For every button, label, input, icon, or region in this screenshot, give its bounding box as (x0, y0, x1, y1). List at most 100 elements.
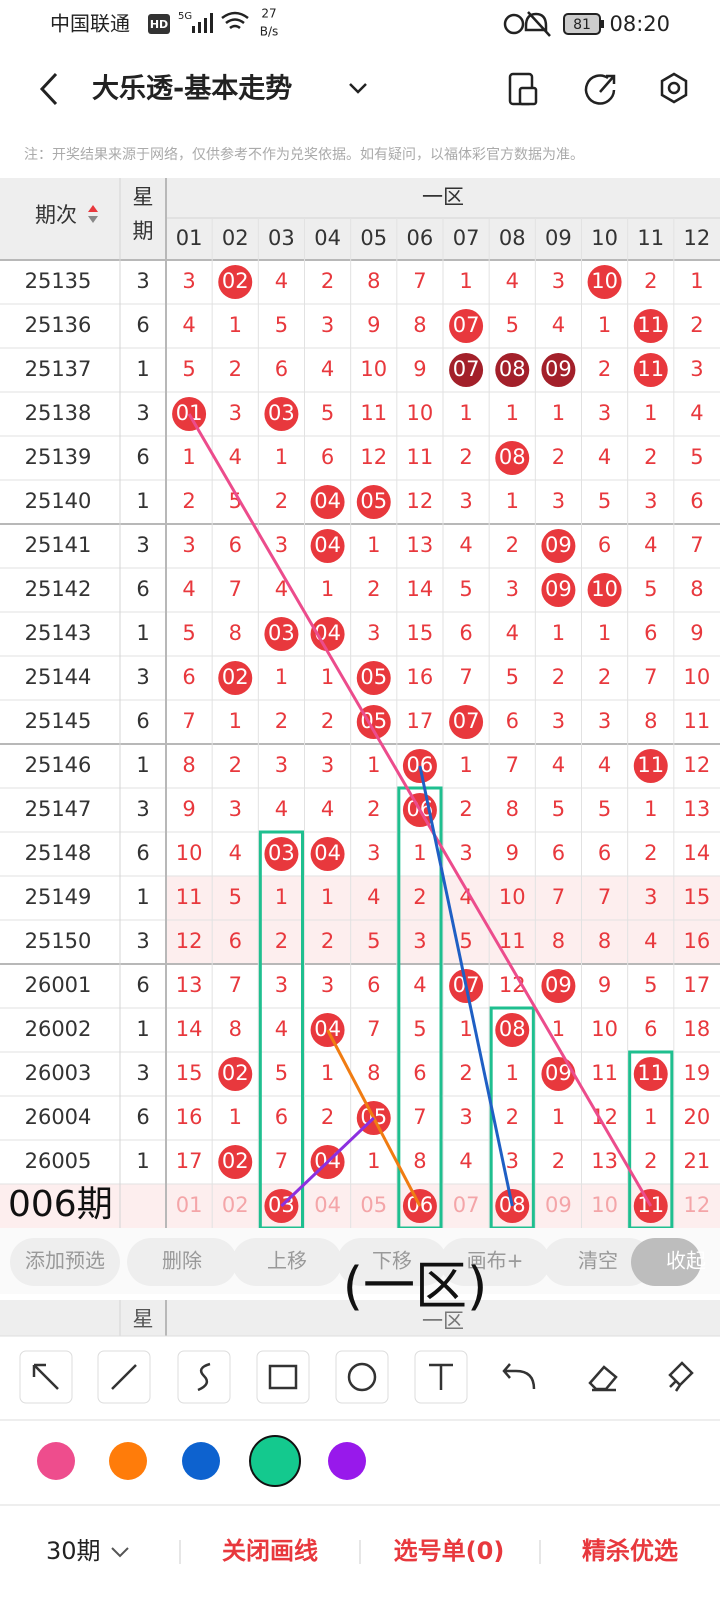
color-swatch[interactable] (328, 1442, 366, 1480)
undo-tool[interactable] (502, 1363, 536, 1390)
action-button[interactable] (337, 1238, 447, 1286)
action-label[interactable]: 上移 (267, 1249, 307, 1273)
tool-frame[interactable] (256, 1350, 310, 1404)
drawn-line (187, 413, 653, 1207)
color-swatch[interactable] (249, 1435, 301, 1487)
device-button[interactable] (508, 72, 538, 106)
draw-number: 04 (314, 533, 341, 557)
miss-count: 6 (321, 445, 334, 469)
miss-count: 2 (552, 1149, 565, 1173)
action-button[interactable] (440, 1238, 550, 1286)
miss-count: 5 (552, 797, 565, 821)
miss-count: 2 (552, 665, 565, 689)
miss-count: 2 (229, 753, 242, 777)
miss-count: 5 (182, 621, 195, 645)
miss-count: 5 (321, 401, 334, 425)
color-swatch[interactable] (182, 1442, 220, 1480)
miss-count: 5 (506, 665, 519, 689)
line-tool[interactable] (111, 1364, 137, 1390)
miss-count: 1 (506, 1061, 519, 1085)
tool-frame[interactable] (19, 1350, 73, 1404)
page-title: 大乐透-基本走势 (92, 74, 292, 105)
period: 26003 (25, 1061, 92, 1085)
miss-count: 7 (552, 885, 565, 909)
draw-number: 04 (314, 489, 341, 513)
action-label[interactable]: 画布+ (467, 1249, 524, 1273)
carrier: 中国联通 (50, 12, 130, 36)
bottom-action[interactable]: 精杀优选 (582, 1537, 678, 1565)
period: 25150 (25, 929, 92, 953)
miss-count: 2 (552, 445, 565, 469)
miss-count: 4 (644, 533, 657, 557)
miss-count: 9 (506, 841, 519, 865)
action-label[interactable]: 添加预选 (25, 1249, 105, 1273)
miss-count: 3 (459, 489, 472, 513)
action-label[interactable]: 清空 (578, 1249, 618, 1273)
period: 25137 (25, 357, 92, 381)
title-dropdown[interactable] (349, 83, 367, 94)
miss-count: 6 (367, 973, 380, 997)
wifi-icon (221, 11, 249, 30)
share-button[interactable] (584, 74, 616, 105)
bottom-action[interactable]: 选号单(0) (394, 1537, 505, 1565)
prediction-label: 006期 (8, 1184, 113, 1225)
action-label[interactable]: 下移 (372, 1249, 412, 1273)
miss-count: 3 (321, 753, 334, 777)
action-label[interactable]: 收起 (666, 1249, 706, 1273)
miss-count: 7 (598, 885, 611, 909)
curve-tool[interactable] (197, 1362, 211, 1392)
eraser-tool[interactable] (588, 1365, 618, 1392)
miss-count: 8 (413, 1149, 426, 1173)
action-button[interactable] (543, 1238, 653, 1286)
arrow-tool[interactable] (32, 1363, 59, 1390)
action-button[interactable] (127, 1238, 237, 1286)
miss-count: 6 (275, 1105, 288, 1129)
miss-count: 12 (407, 489, 434, 513)
sort-icon (88, 205, 98, 212)
rect-tool[interactable] (268, 1364, 298, 1390)
bottom-action[interactable]: 关闭画线 (222, 1537, 318, 1565)
miss-count: 3 (229, 797, 242, 821)
miss-count: 7 (275, 1149, 288, 1173)
draw-ball (633, 353, 668, 387)
period: 25149 (25, 885, 92, 909)
draw-number: 05 (360, 489, 387, 513)
period: 25145 (25, 709, 92, 733)
period-count[interactable]: 30期 (46, 1537, 101, 1565)
circle-tool[interactable] (347, 1362, 377, 1392)
miss-count: 2 (275, 709, 288, 733)
tool-frame[interactable] (335, 1350, 389, 1404)
controls: 添加预选 删除 上移 下移 画布+ 清空 收起星 一区(一区) 30期 关闭画线 选号单(0) 精杀优… (0, 1228, 720, 1565)
miss-count: 2 (459, 797, 472, 821)
column-number: 06 (407, 226, 434, 250)
disclaimer: 注：开奖结果来源于网络，仅供参考不作为兑奖依据。如有疑问，以福体彩官方数据为准。 (24, 146, 584, 163)
draw-number: 06 (407, 753, 434, 777)
miss-count: 2 (367, 797, 380, 821)
draw-ball (633, 309, 668, 343)
miss-count: 4 (275, 269, 288, 293)
miss-count: 6 (229, 929, 242, 953)
miss-count: 4 (598, 445, 611, 469)
action-button[interactable] (10, 1238, 120, 1286)
draw-number: 08 (499, 445, 526, 469)
color-swatch[interactable] (109, 1442, 147, 1480)
color-swatch[interactable] (37, 1442, 75, 1480)
text-tool[interactable] (429, 1363, 453, 1390)
tool-frame[interactable] (177, 1350, 231, 1404)
miss-count: 15 (176, 1061, 203, 1085)
settings-button[interactable] (660, 72, 688, 104)
back-button[interactable] (39, 72, 58, 106)
miss-count: 5 (598, 489, 611, 513)
miss-count: 12 (360, 445, 387, 469)
action-button[interactable] (232, 1238, 342, 1286)
miss-count: 1 (321, 665, 334, 689)
weekday: 1 (136, 885, 149, 909)
miss-count: 8 (367, 1061, 380, 1085)
tool-frame[interactable] (97, 1350, 151, 1404)
tool-frame[interactable] (414, 1350, 468, 1404)
miss-count: 4 (690, 401, 703, 425)
action-button[interactable] (631, 1238, 701, 1286)
period-dropdown[interactable] (111, 1547, 129, 1558)
action-label[interactable]: 删除 (162, 1249, 202, 1273)
clear-tool[interactable] (668, 1361, 694, 1392)
